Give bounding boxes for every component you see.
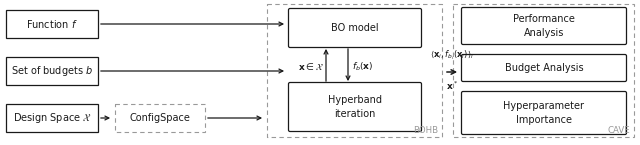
FancyBboxPatch shape — [6, 57, 98, 85]
Text: Hyperparameter
Importance: Hyperparameter Importance — [504, 101, 584, 125]
FancyBboxPatch shape — [289, 83, 422, 132]
Text: CAVE: CAVE — [607, 126, 630, 135]
FancyBboxPatch shape — [6, 10, 98, 38]
Text: $\mathbf{x}^*$: $\mathbf{x}^*$ — [446, 80, 458, 92]
Text: Design Space $\mathcal{X}$: Design Space $\mathcal{X}$ — [13, 111, 92, 125]
Text: Function $f$: Function $f$ — [26, 18, 78, 30]
Text: Performance
Analysis: Performance Analysis — [513, 14, 575, 38]
FancyBboxPatch shape — [461, 91, 627, 135]
Text: $f_b(\mathbf{x})$: $f_b(\mathbf{x})$ — [352, 61, 374, 73]
FancyBboxPatch shape — [6, 104, 98, 132]
Text: BO model: BO model — [331, 23, 379, 33]
Text: ConfigSpace: ConfigSpace — [129, 113, 191, 123]
FancyBboxPatch shape — [461, 8, 627, 45]
Text: BOHB: BOHB — [413, 126, 438, 135]
Text: $\langle \mathbf{x}_i, f_{b_i}(\mathbf{x}_i) \rangle_i$: $\langle \mathbf{x}_i, f_{b_i}(\mathbf{x… — [430, 48, 474, 62]
FancyBboxPatch shape — [461, 55, 627, 81]
FancyBboxPatch shape — [115, 104, 205, 132]
Text: Hyperband
iteration: Hyperband iteration — [328, 95, 382, 119]
Text: Set of budgets $b$: Set of budgets $b$ — [11, 64, 93, 78]
Text: $\mathbf{x} \in \mathcal{X}$: $\mathbf{x} \in \mathcal{X}$ — [298, 62, 324, 72]
Text: Budget Analysis: Budget Analysis — [505, 63, 583, 73]
FancyBboxPatch shape — [289, 9, 422, 48]
